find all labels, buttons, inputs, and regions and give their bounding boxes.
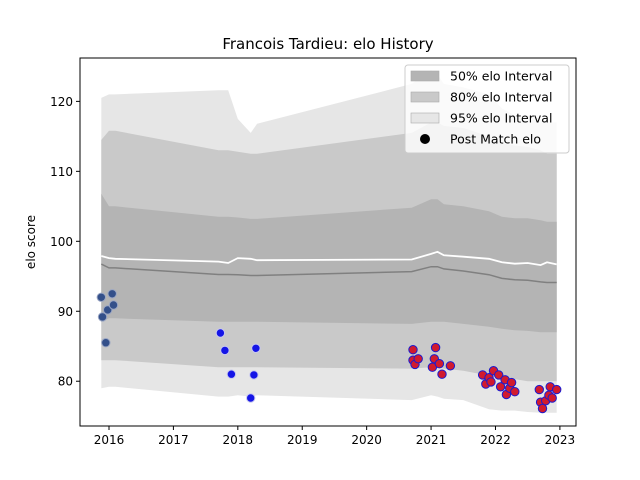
post-match-point-1 [96, 292, 107, 302]
y-tick-label-110: 110 [50, 165, 73, 179]
y-tick-label-80: 80 [58, 375, 73, 389]
x-tick-label-2022: 2022 [480, 433, 511, 447]
post-match-point-28 [494, 370, 504, 380]
x-tick-label-2023: 2023 [545, 433, 576, 447]
y-axis: 80 90 100 110 120 [50, 95, 80, 389]
x-axis: 2016 2017 2018 2019 2020 2021 2022 2023 [94, 426, 575, 447]
post-match-point-13 [408, 345, 418, 355]
post-match-point-12 [251, 343, 261, 353]
y-tick-label-100: 100 [50, 235, 73, 249]
post-match-point-8 [220, 345, 230, 356]
x-tick-label-2019: 2019 [287, 433, 318, 447]
legend-label-4: Post Match elo [450, 132, 541, 147]
post-match-point-10 [246, 393, 256, 403]
legend-label-1: 50% elo Interval [450, 69, 552, 84]
legend-frame [404, 64, 570, 154]
median-line [100, 263, 557, 284]
x-tick-label-2018: 2018 [223, 433, 254, 447]
y-tick-label-120: 120 [50, 95, 73, 109]
post-match-point-35 [534, 384, 544, 395]
plot-area [96, 69, 562, 414]
post-match-point-21 [437, 369, 447, 379]
post-match-point-22 [445, 361, 456, 371]
x-tick-label-2021: 2021 [416, 433, 447, 447]
post-match-point-9 [226, 369, 237, 379]
post-match-point-20 [434, 359, 445, 369]
post-match-point-16 [413, 354, 423, 364]
post-match-point-37 [537, 403, 548, 414]
post-match-point-2 [97, 312, 108, 322]
post-match-point-3 [101, 338, 111, 348]
post-match-point-6 [108, 300, 119, 310]
mean-line [101, 250, 557, 267]
post-match-point-41 [547, 393, 557, 403]
post-match-point-5 [107, 289, 117, 299]
post-match-point-19 [430, 342, 441, 353]
post-match-point-7 [215, 328, 226, 338]
legend-marker-post-match [420, 134, 430, 144]
legend: 50% elo Interval 80% elo Interval 95% elo … [404, 64, 570, 154]
post-match-point-11 [249, 370, 259, 380]
legend-label-2: 80% elo Interval [450, 90, 552, 105]
x-tick-label-2016: 2016 [94, 433, 125, 447]
post-match-point-26 [486, 377, 496, 387]
post-match-point-29 [495, 382, 506, 392]
post-match-point-33 [506, 377, 517, 388]
post-match-point-34 [510, 387, 520, 397]
x-tick-label-2017: 2017 [158, 433, 189, 447]
post-match-point-42 [552, 384, 562, 395]
band-3 [101, 193, 557, 333]
legend-swatch-2 [410, 91, 440, 103]
y-tick-label-90: 90 [58, 305, 73, 319]
chart-title: Francois Tardieu: elo History [222, 35, 433, 53]
legend-swatch-3 [410, 112, 440, 124]
axes-frame [79, 57, 577, 427]
legend-label-3: 95% elo Interval [450, 111, 552, 126]
y-axis-label: elo score [24, 215, 38, 269]
legend-swatch-1 [410, 70, 440, 82]
x-tick-label-2020: 2020 [351, 433, 382, 447]
